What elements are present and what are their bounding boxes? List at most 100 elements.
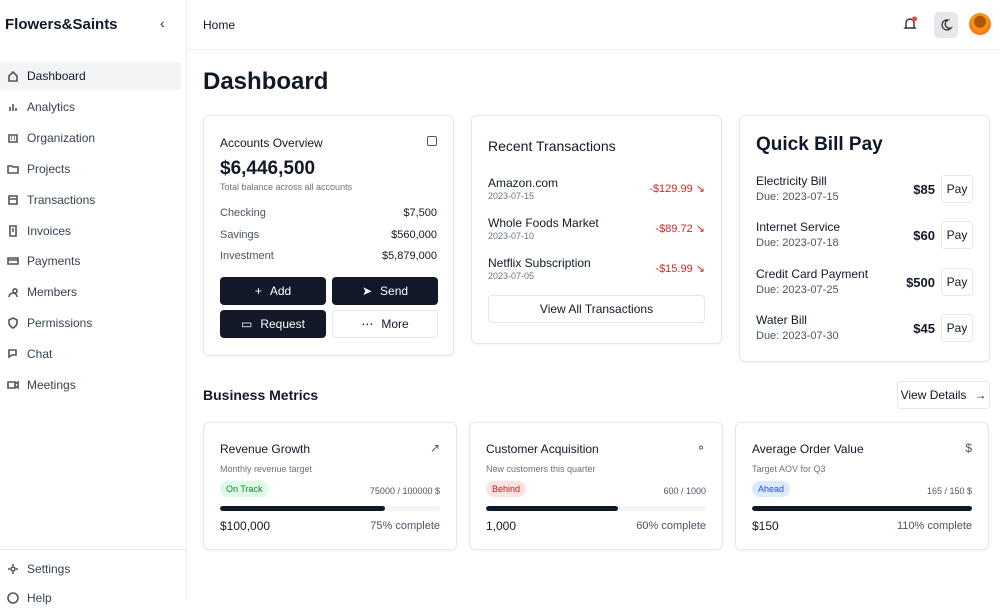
nav-item[interactable]: Organization bbox=[0, 124, 181, 152]
account-name: Savings bbox=[220, 228, 260, 241]
metric-subtitle: New customers this quarter bbox=[486, 464, 596, 474]
card-title: Accounts Overview bbox=[220, 136, 323, 150]
nav-item[interactable]: Invoices bbox=[0, 217, 181, 245]
button-label: More bbox=[381, 317, 409, 331]
bill-amount: $60 bbox=[913, 228, 935, 244]
down-arrow: ↘ bbox=[695, 223, 705, 235]
header: Home bbox=[187, 0, 1000, 50]
section-title: Business Metrics bbox=[203, 387, 319, 403]
action-button[interactable]: ⋯ More bbox=[332, 310, 438, 338]
wallet-icon bbox=[427, 136, 437, 146]
caption: Total balance across all accounts bbox=[220, 182, 353, 192]
icon bbox=[8, 564, 18, 574]
metric-icon: ↗ bbox=[429, 441, 440, 455]
divider bbox=[0, 549, 187, 550]
icon bbox=[7, 380, 19, 390]
pay-button[interactable]: Pay bbox=[941, 175, 973, 203]
status-badge: Ahead bbox=[752, 481, 791, 497]
brand: Flowers&Saints bbox=[5, 16, 118, 33]
theme-toggle[interactable] bbox=[934, 12, 958, 38]
account-name: Checking bbox=[220, 207, 266, 219]
progress-bar bbox=[486, 506, 618, 511]
sidebar: Flowers&Saints ‹ Dashboard Analytics Organ… bbox=[0, 0, 187, 605]
action-button[interactable]: ➤ Send bbox=[332, 277, 438, 305]
progress-track bbox=[220, 506, 440, 511]
nav-item[interactable]: Permissions bbox=[0, 309, 181, 337]
metric-ratio: 600 / 1000 bbox=[663, 486, 706, 496]
card-title: Quick Bill Pay bbox=[756, 134, 883, 155]
bill-due: Due: 2023-07-30 bbox=[756, 329, 839, 342]
button-label: Send bbox=[380, 284, 409, 298]
nav-item[interactable]: Chat bbox=[0, 340, 181, 368]
account-row: Savings $560,000 bbox=[220, 229, 437, 241]
progress-bar bbox=[220, 506, 385, 511]
pay-button[interactable]: Pay bbox=[941, 313, 973, 342]
metric-value: $150 bbox=[752, 519, 779, 533]
icon bbox=[7, 164, 19, 174]
pay-button[interactable]: Pay bbox=[941, 221, 973, 250]
bill-name: Electricity Bill bbox=[756, 174, 827, 188]
down-arrow: ↘ bbox=[695, 263, 705, 275]
nav-item[interactable]: Members bbox=[0, 278, 181, 306]
metric-ratio: 165 / 150 $ bbox=[926, 486, 972, 496]
account-row: Investment $5,879,000 bbox=[220, 250, 437, 262]
progress-label: 75% complete bbox=[370, 520, 440, 532]
nav-item[interactable]: Meetings bbox=[0, 371, 181, 399]
bill-name: Credit Card Payment bbox=[756, 266, 869, 281]
icon bbox=[9, 103, 17, 111]
action-button[interactable]: + Add bbox=[220, 277, 326, 305]
icon bbox=[8, 194, 18, 205]
bill-name: Internet Service bbox=[756, 220, 841, 235]
transaction-date: 2023-07-15 bbox=[488, 191, 535, 201]
bill-amount: $85 bbox=[913, 182, 935, 197]
total-balance: $6,446,500 bbox=[220, 158, 316, 179]
avatar[interactable] bbox=[969, 13, 991, 35]
nav-item[interactable]: Analytics bbox=[0, 93, 181, 121]
nav-item[interactable]: Settings bbox=[0, 555, 181, 583]
metric-value: 1,000 bbox=[486, 519, 517, 533]
notifications[interactable] bbox=[902, 16, 918, 32]
account-amount: $560,000 bbox=[391, 228, 437, 241]
icon bbox=[8, 288, 18, 298]
nav-item[interactable]: Help bbox=[0, 584, 181, 612]
status-badge: Behind bbox=[486, 481, 527, 497]
nav-item[interactable]: Dashboard bbox=[0, 62, 181, 90]
metric-card: Revenue Growth ↗ Monthly revenue target On … bbox=[203, 422, 457, 550]
progress-label: 60% complete bbox=[636, 520, 706, 532]
nav-item[interactable]: Projects bbox=[0, 155, 181, 183]
button-icon: ➤ bbox=[361, 284, 373, 298]
breadcrumb: Home bbox=[203, 18, 236, 32]
nav-item[interactable]: Transactions bbox=[0, 186, 181, 214]
account-amount: $5,879,000 bbox=[381, 250, 437, 262]
metric-icon: ⚬ bbox=[695, 441, 706, 455]
transaction-name: Whole Foods Market bbox=[488, 216, 599, 230]
icon bbox=[8, 317, 18, 330]
down-arrow: ↘ bbox=[695, 183, 705, 195]
progress-track bbox=[486, 506, 706, 511]
icon bbox=[9, 224, 17, 237]
metric-title: Customer Acquisition bbox=[486, 442, 599, 456]
metric-card: Average Order Value $ Target AOV for Q3 Ahe… bbox=[735, 422, 989, 550]
collapse-button[interactable]: ‹ bbox=[160, 15, 165, 31]
button-label: Request bbox=[260, 317, 306, 331]
page-title: Dashboard bbox=[203, 68, 329, 95]
button-icon: ⋯ bbox=[361, 317, 374, 331]
icon bbox=[8, 349, 17, 359]
nav-item[interactable]: Payments bbox=[0, 247, 181, 275]
icon bbox=[8, 133, 18, 143]
action-button[interactable]: ▭ Request bbox=[220, 310, 326, 338]
button-icon: + bbox=[254, 284, 262, 298]
bill-amount: $45 bbox=[913, 320, 935, 336]
view-all-button[interactable]: View All Transactions bbox=[488, 295, 705, 323]
progress-label: 110% complete bbox=[896, 520, 972, 532]
bill-name: Water Bill bbox=[756, 312, 807, 327]
bill-due: Due: 2023-07-18 bbox=[756, 237, 839, 250]
view-details-button[interactable]: View Details → bbox=[897, 381, 990, 409]
icon bbox=[7, 592, 19, 604]
metric-subtitle: Monthly revenue target bbox=[220, 464, 313, 474]
card-title: Recent Transactions bbox=[488, 138, 616, 154]
button-icon: ▭ bbox=[240, 317, 253, 331]
transaction-name: Netflix Subscription bbox=[488, 256, 591, 270]
pay-button[interactable]: Pay bbox=[941, 267, 973, 296]
